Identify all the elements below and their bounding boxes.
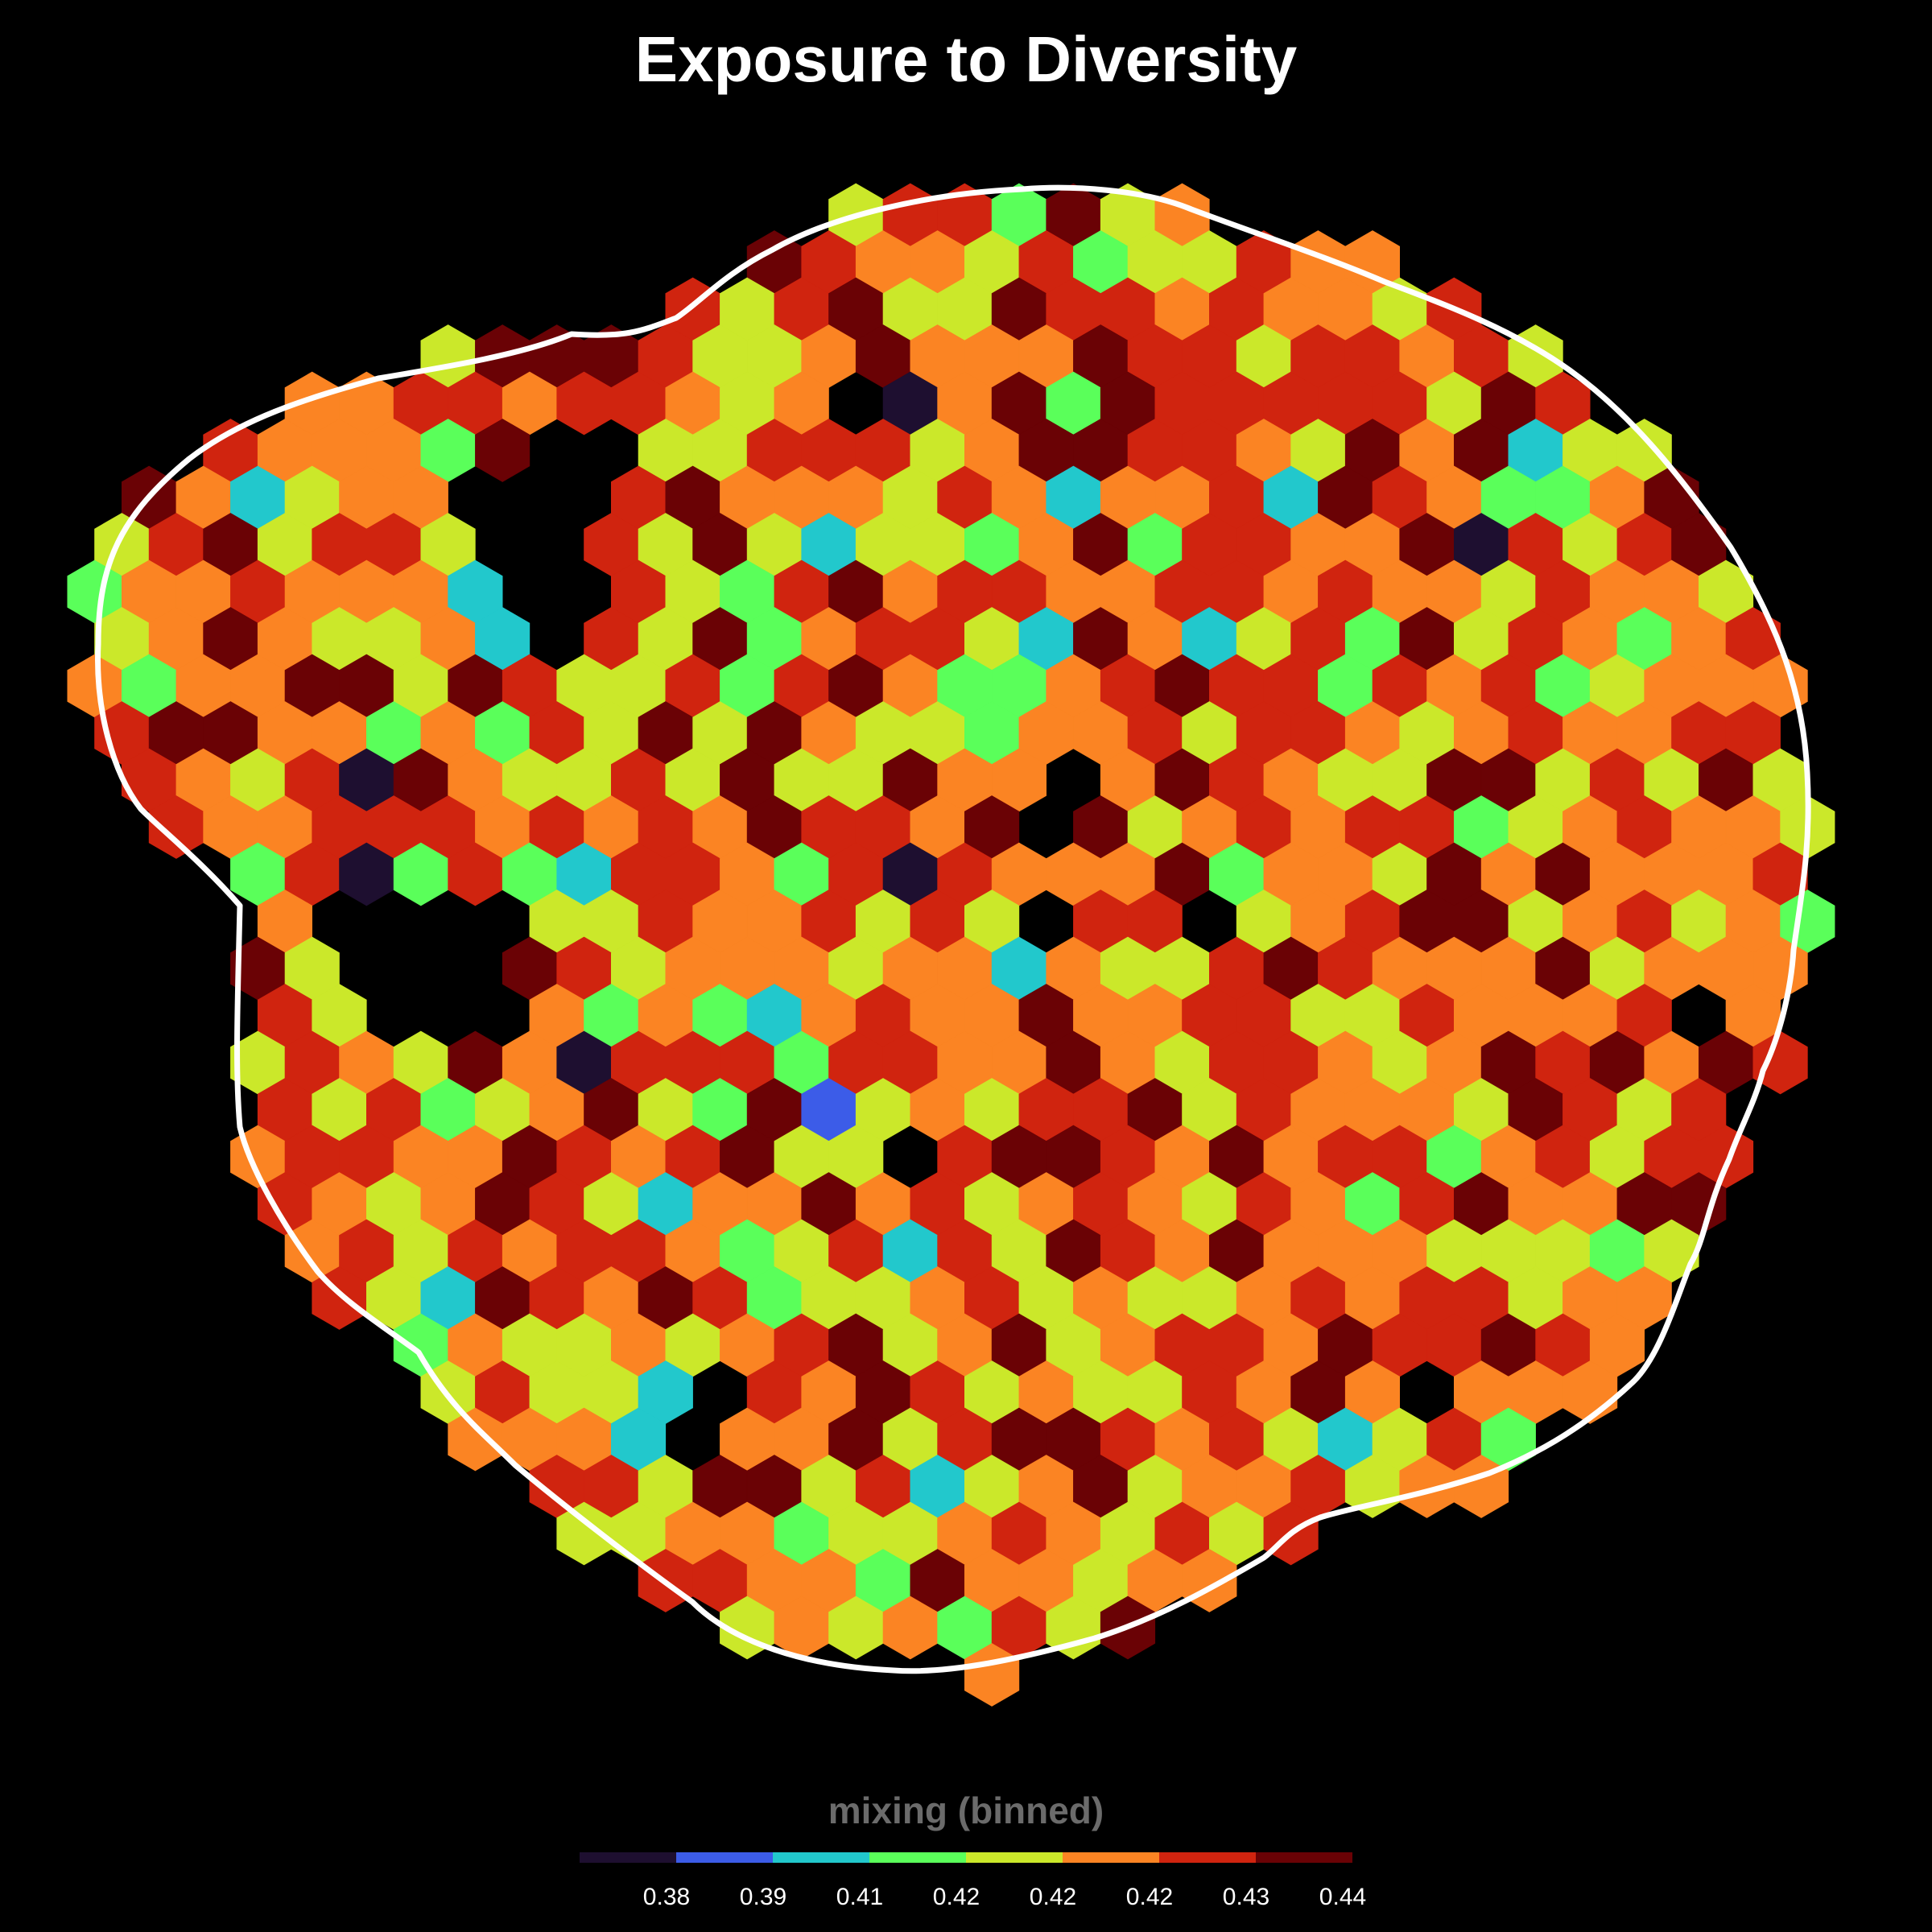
legend-tick-label: 0.42 xyxy=(933,1884,980,1910)
legend-tick-label: 0.39 xyxy=(740,1884,786,1910)
legend-tick-label: 0.43 xyxy=(1223,1884,1269,1910)
chart-title: Exposure to Diversity xyxy=(634,23,1298,95)
legend-tick-label: 0.41 xyxy=(836,1884,883,1910)
legend-swatch xyxy=(1256,1852,1352,1863)
legend-swatch xyxy=(1159,1852,1256,1863)
hexbin-cells xyxy=(67,183,1835,1707)
legend-title: mixing (binned) xyxy=(828,1790,1104,1831)
legend-tick-label: 0.44 xyxy=(1319,1884,1366,1910)
legend: 0.38 0.39 0.41 0.42 0.42 0.42 0.43 0.44 xyxy=(580,1852,1366,1910)
legend-swatch xyxy=(676,1852,773,1863)
legend-swatch xyxy=(869,1852,966,1863)
legend-swatch xyxy=(773,1852,869,1863)
legend-tick-label: 0.38 xyxy=(643,1884,690,1910)
hex-cell xyxy=(475,419,530,482)
region-boundary-outline xyxy=(95,184,1811,1674)
legend-swatch xyxy=(580,1852,676,1863)
legend-swatch xyxy=(1063,1852,1159,1863)
legend-swatch xyxy=(966,1852,1063,1863)
legend-tick-label: 0.42 xyxy=(1126,1884,1173,1910)
legend-tick-label: 0.42 xyxy=(1030,1884,1076,1910)
